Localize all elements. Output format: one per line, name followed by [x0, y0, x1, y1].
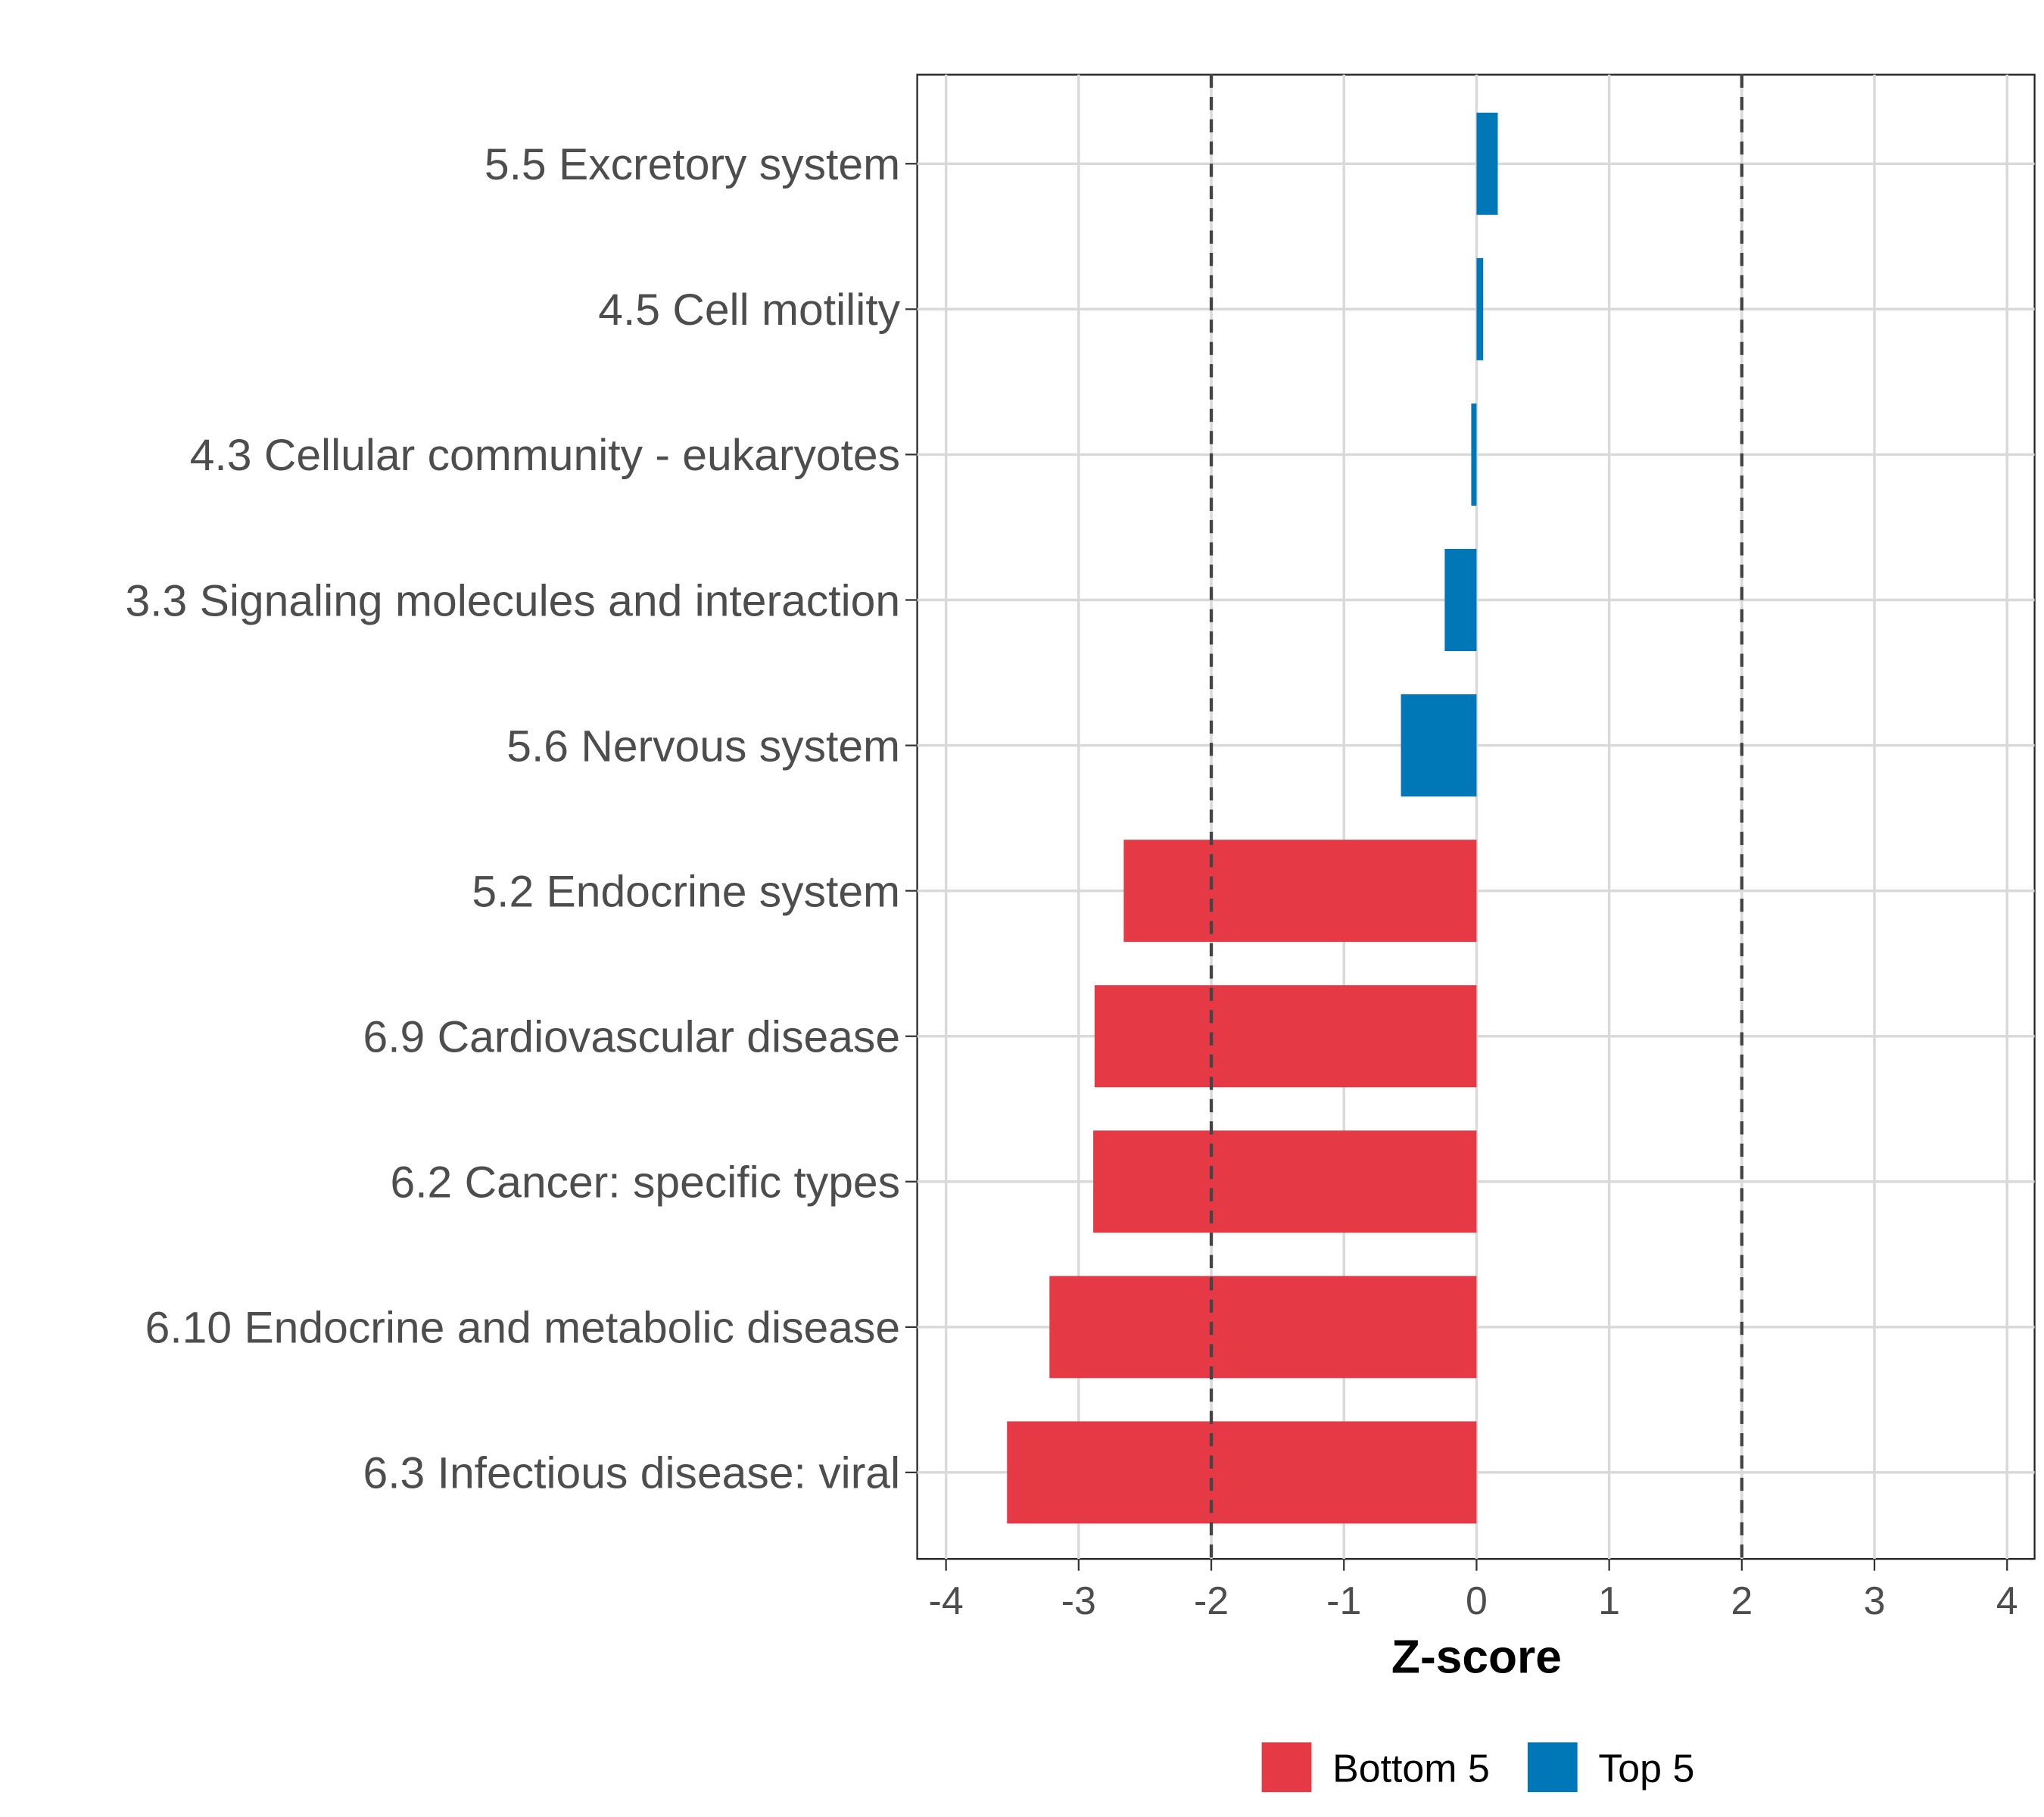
x-axis-ticks: -4 -3 -2 -1 0 1 2 3 4 — [929, 1559, 2018, 1623]
x-tick-label: -2 — [1194, 1579, 1229, 1623]
bar — [1049, 1276, 1477, 1379]
bar — [1093, 1130, 1477, 1233]
legend-swatch — [1527, 1742, 1578, 1793]
bar — [1476, 112, 1498, 215]
x-tick-label: -1 — [1326, 1579, 1361, 1623]
bar — [1476, 257, 1484, 360]
bar — [1123, 840, 1477, 943]
x-tick-label: 4 — [1996, 1579, 2018, 1623]
y-tick-label: 6.10 Endocrine and metabolic disease — [145, 1304, 900, 1353]
x-axis-title: Z-score — [1391, 1632, 1562, 1684]
x-tick-label: 2 — [1731, 1579, 1753, 1623]
legend-label: Top 5 — [1598, 1747, 1694, 1791]
y-tick-label: 6.9 Cardiovascular disease — [363, 1012, 900, 1061]
y-tick-label: 3.3 Signaling molecules and interaction — [125, 576, 900, 625]
bars — [1007, 112, 1498, 1524]
legend: Bottom 5 Top 5 — [1261, 1742, 1694, 1793]
y-tick-label: 4.3 Cellular community - eukaryotes — [190, 431, 900, 480]
y-tick-label: 6.2 Cancer: specific types — [390, 1158, 900, 1208]
bar — [1007, 1421, 1477, 1524]
reference-lines — [1209, 74, 1743, 1560]
y-tick-label: 4.5 Cell motility — [598, 285, 900, 335]
bar — [1094, 985, 1477, 1088]
bar — [1444, 549, 1477, 651]
bar — [1471, 403, 1477, 506]
x-tick-label: -4 — [929, 1579, 964, 1623]
x-tick-label: 1 — [1598, 1579, 1620, 1623]
y-tick-label: 5.5 Excretory system — [485, 140, 900, 189]
x-tick-label: 0 — [1466, 1579, 1488, 1623]
y-axis-labels: 5.5 Excretory system 4.5 Cell motility 4.3… — [125, 140, 918, 1498]
bar — [1401, 694, 1477, 797]
y-tick-label: 5.2 Endocrine system — [472, 867, 900, 916]
x-tick-label: -3 — [1061, 1579, 1096, 1623]
legend-swatch — [1261, 1742, 1312, 1793]
y-tick-label: 6.3 Infectious disease: viral — [363, 1449, 900, 1498]
x-tick-label: 3 — [1864, 1579, 1886, 1623]
legend-label: Bottom 5 — [1332, 1747, 1490, 1791]
y-tick-label: 5.6 Nervous system — [506, 722, 900, 771]
